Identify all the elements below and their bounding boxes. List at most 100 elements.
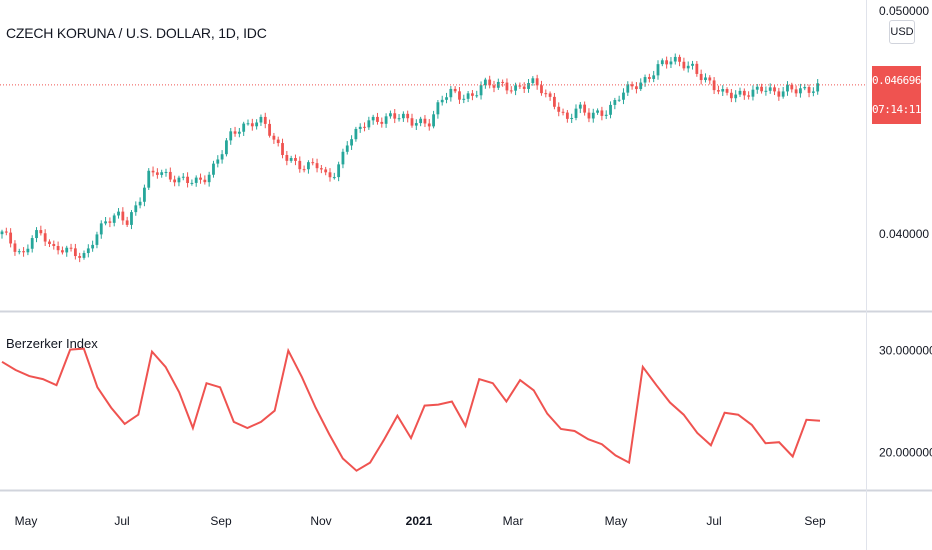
candle-body: [613, 100, 617, 105]
candle-body: [686, 65, 690, 69]
candle-body: [811, 91, 815, 93]
candle-body: [397, 118, 401, 120]
candle-body: [319, 168, 323, 170]
candle-body: [669, 61, 673, 65]
candle-body: [281, 143, 284, 156]
candle-body: [117, 211, 120, 216]
candle-body: [147, 170, 151, 188]
candle-body: [30, 238, 34, 249]
candle-body: [363, 126, 366, 128]
candle-body: [43, 233, 47, 242]
candle-body: [695, 63, 699, 74]
candle-body: [134, 205, 138, 213]
candle-body: [358, 126, 362, 129]
candle-body: [35, 230, 38, 239]
candle-body: [65, 247, 69, 253]
candle-body: [207, 174, 211, 183]
candle-body: [255, 122, 259, 127]
candle-body: [544, 93, 548, 95]
last-price-value: 0.046696: [872, 74, 921, 87]
candle-body: [514, 85, 517, 91]
candle-body: [190, 182, 194, 184]
candle-body: [527, 83, 530, 89]
candle-body: [389, 113, 392, 117]
candle-body: [574, 108, 578, 118]
candle-body: [704, 77, 707, 81]
candle-body: [250, 123, 254, 127]
candle-body: [203, 179, 207, 183]
candle-body: [307, 162, 310, 170]
berzerker-index-line: [1, 347, 821, 472]
bar-countdown: 07:14:11: [872, 103, 921, 116]
candle-body: [181, 176, 185, 178]
candle-body: [803, 87, 807, 89]
currency-button[interactable]: USD: [889, 20, 915, 44]
candle-body: [401, 113, 405, 119]
time-tick-label: 2021: [406, 514, 433, 528]
last-price-tag: 0.046696 07:14:11: [872, 66, 921, 124]
candle-body: [332, 177, 336, 179]
candle-body: [578, 104, 582, 109]
time-tick-label: May: [605, 514, 628, 528]
price-tick-label: 0.050000: [879, 4, 929, 18]
candle-body: [449, 88, 453, 98]
candle-body: [604, 114, 608, 116]
candle-body: [622, 92, 625, 100]
candle-body: [635, 86, 638, 90]
indicator-title: Berzerker Index: [6, 336, 98, 351]
candle-body: [151, 170, 155, 173]
candle-body: [561, 111, 565, 113]
candle-body: [168, 171, 172, 180]
symbol-title: CZECH KORUNA / U.S. DOLLAR, 1D, IDC: [6, 25, 267, 41]
candle-body: [505, 82, 509, 91]
candle-body: [160, 172, 164, 175]
time-tick-label: Sep: [210, 514, 232, 528]
candle-body: [492, 85, 496, 88]
candle-body: [699, 73, 703, 81]
candle-body: [406, 113, 410, 119]
candle-body: [104, 221, 107, 224]
time-tick-label: Jul: [114, 514, 129, 528]
candle-body: [427, 123, 431, 127]
candle-body: [350, 139, 353, 146]
candle-body: [501, 81, 505, 83]
candle-body: [13, 243, 17, 252]
time-tick-label: Nov: [310, 514, 331, 528]
candle-body: [691, 63, 694, 66]
candle-body: [48, 241, 51, 245]
candle-body: [626, 84, 630, 93]
price-tick-label: 0.040000: [879, 227, 929, 241]
candle-body: [233, 131, 237, 134]
time-tick-label: Sep: [804, 514, 826, 528]
candle-body: [39, 230, 43, 234]
candle-body: [376, 116, 379, 122]
candle-body: [453, 88, 457, 92]
candle-body: [298, 160, 302, 170]
candle-body: [17, 251, 21, 253]
candle-body: [246, 123, 250, 125]
candle-body: [587, 112, 591, 119]
candle-body: [583, 104, 587, 113]
candle-body: [773, 87, 776, 92]
candle-body: [673, 56, 677, 62]
time-tick-label: Mar: [503, 514, 524, 528]
candle-body: [458, 91, 461, 100]
candle-body: [82, 253, 86, 258]
candle-body: [194, 177, 198, 183]
candle-body: [302, 169, 306, 171]
candle-body: [259, 116, 263, 123]
candle-body: [540, 85, 543, 94]
candle-body: [643, 77, 647, 83]
candle-body: [609, 104, 612, 115]
price-candles: [0, 53, 866, 263]
candle-body: [660, 60, 664, 65]
candle-body: [229, 131, 233, 141]
candle-body: [432, 114, 435, 127]
candle-body: [777, 91, 781, 97]
candle-body: [345, 145, 349, 152]
candle-body: [518, 85, 522, 87]
candle-body: [371, 116, 375, 121]
